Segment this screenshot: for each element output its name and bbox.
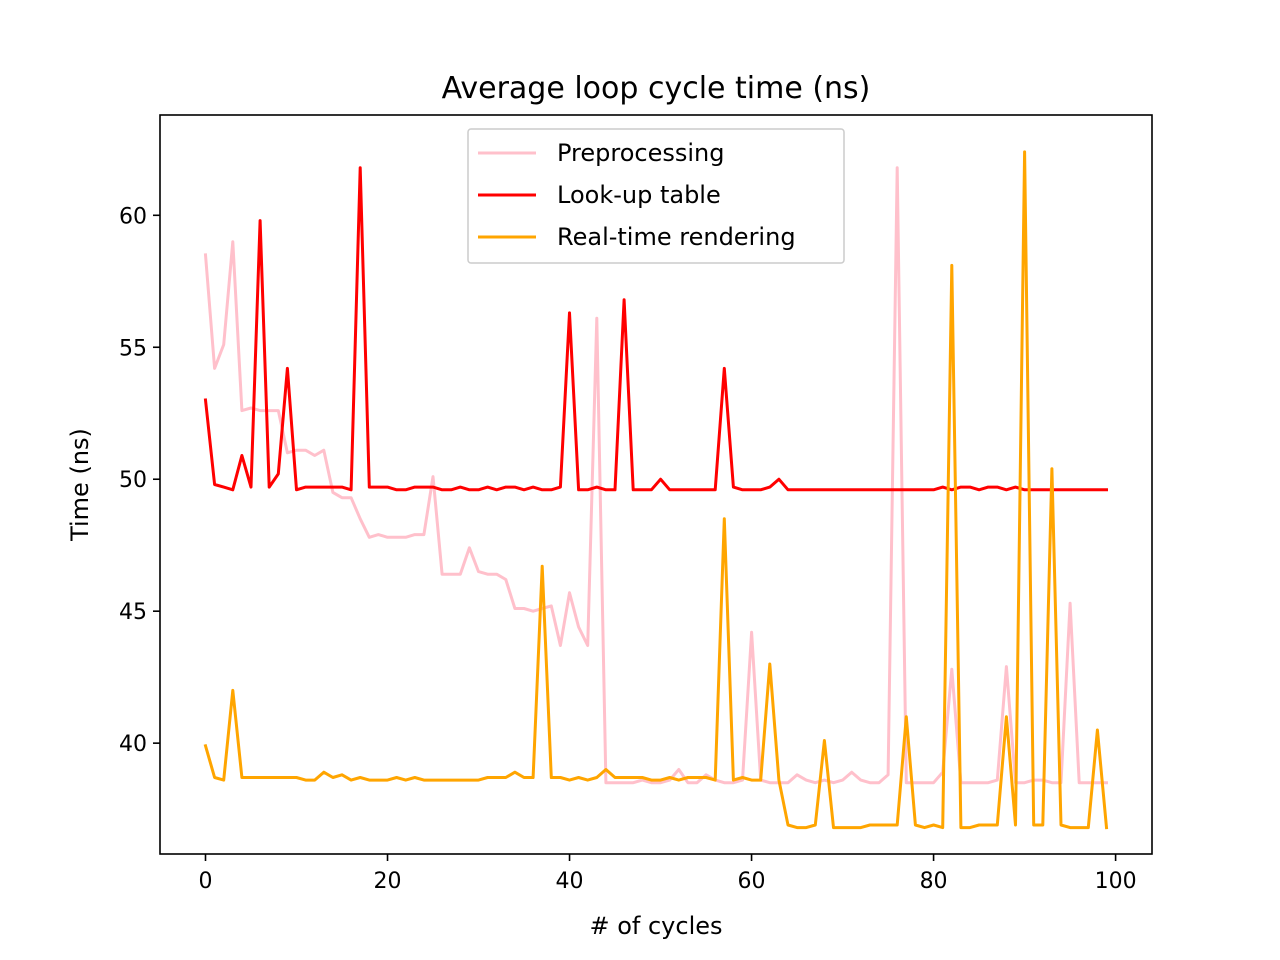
x-tick-label: 80 — [920, 869, 948, 894]
x-tick-label: 60 — [738, 869, 766, 894]
y-axis-label: Time (ns) — [66, 428, 94, 542]
legend-label: Preprocessing — [557, 139, 725, 167]
x-axis-ticks: 0 20 40 60 80 100 — [199, 854, 1137, 894]
plot-area-frame — [159, 114, 1153, 855]
x-tick-label: 0 — [199, 869, 213, 894]
legend-box — [467, 128, 845, 264]
y-tick-label: 50 — [119, 468, 147, 493]
series-layer — [203, 150, 1109, 830]
legend: Preprocessing Look-up table Real-time rend… — [467, 128, 845, 264]
y-tick-label: 60 — [119, 204, 147, 229]
x-tick-label: 20 — [374, 869, 402, 894]
y-tick-label: 55 — [119, 336, 147, 361]
x-tick-label: 100 — [1095, 869, 1137, 894]
chart-title: Average loop cycle time (ns) — [442, 71, 871, 106]
x-tick-label: 40 — [556, 869, 584, 894]
series-line-3 — [203, 150, 1109, 830]
legend-label: Real-time rendering — [557, 223, 796, 251]
legend-label: Look-up table — [557, 181, 721, 209]
y-axis-ticks: 40 45 50 55 60 — [119, 204, 160, 757]
y-tick-label: 45 — [119, 600, 147, 625]
x-axis-label: # of cycles — [589, 912, 722, 940]
series-line-1 — [203, 166, 1108, 785]
y-tick-label: 40 — [119, 732, 147, 757]
